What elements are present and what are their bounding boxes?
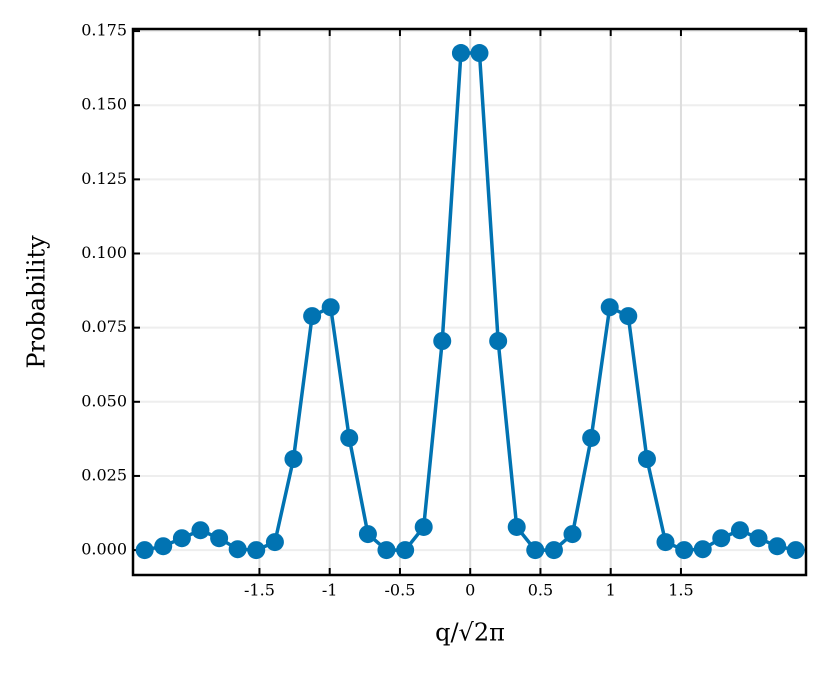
point <box>749 529 768 548</box>
x-tick-label: -1.5 <box>244 581 275 600</box>
y-tick-label: 0.125 <box>81 169 127 188</box>
point <box>284 450 303 469</box>
y-tick-label: 0.000 <box>81 540 127 559</box>
point <box>414 517 433 536</box>
point <box>656 533 675 552</box>
point <box>619 307 638 326</box>
point <box>303 307 322 326</box>
point <box>786 541 805 560</box>
point <box>451 44 470 63</box>
point <box>377 541 396 560</box>
point <box>582 428 601 447</box>
point <box>154 537 173 556</box>
point <box>210 529 229 548</box>
point <box>135 541 154 560</box>
y-axis-label: Probability <box>23 235 51 369</box>
point <box>730 521 749 540</box>
y-tick-label: 0.025 <box>81 465 127 484</box>
x-tick-label: 0 <box>465 581 475 600</box>
x-axis-label: q/√2π <box>435 619 505 647</box>
y-tick-label: 0.175 <box>81 21 127 40</box>
point <box>433 332 452 350</box>
point <box>768 537 787 556</box>
point <box>228 540 247 559</box>
point <box>693 540 712 559</box>
point <box>172 529 191 548</box>
point <box>265 533 284 552</box>
point <box>675 541 694 560</box>
point <box>191 521 210 540</box>
point <box>544 541 563 560</box>
point <box>321 298 340 317</box>
y-tick-label: 0.075 <box>81 317 127 336</box>
point <box>712 529 731 548</box>
point <box>247 541 266 560</box>
x-tick-label: 1 <box>606 581 616 600</box>
point <box>489 332 508 350</box>
point <box>600 298 619 317</box>
y-tick-label: 0.050 <box>81 391 127 410</box>
point <box>563 525 582 544</box>
plot-frame <box>131 27 808 577</box>
x-tick-label: -1 <box>322 581 338 600</box>
point <box>507 517 526 536</box>
point <box>526 541 545 560</box>
point <box>358 525 377 544</box>
x-tick-label: -0.5 <box>385 581 416 600</box>
point <box>637 450 656 469</box>
y-tick-label: 0.150 <box>81 95 127 114</box>
point <box>396 541 415 560</box>
point <box>340 428 359 447</box>
y-tick-label: 0.100 <box>81 243 127 262</box>
point <box>470 44 489 63</box>
x-tick-label: 1.5 <box>668 581 693 600</box>
x-tick-label: 0.5 <box>528 581 553 600</box>
